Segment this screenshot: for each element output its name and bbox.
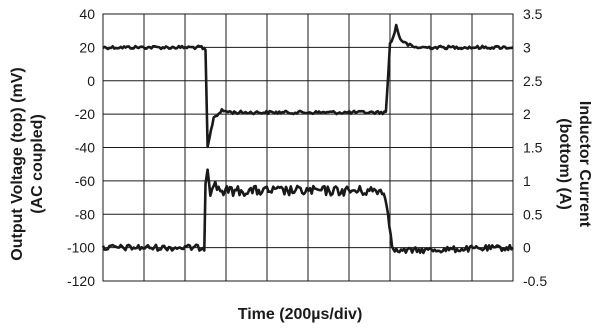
right-tick-label: 2 (523, 106, 531, 122)
left-axis-ticks: 40 20 0 -20 -40 -60 -80 -100 -120 (67, 6, 95, 289)
right-tick-label: 0 (523, 240, 531, 256)
right-tick-label: 3 (523, 39, 531, 55)
right-tick-label: 0.5 (523, 206, 543, 222)
right-tick-label: 2.5 (523, 73, 543, 89)
left-tick-label: -120 (67, 273, 95, 289)
right-tick-label: 1 (523, 173, 531, 189)
left-axis-title-line-1: Output Voltage (top) (mV) (9, 67, 26, 260)
left-tick-label: 20 (79, 39, 95, 55)
right-tick-label: 3.5 (523, 6, 543, 22)
left-axis-title: Output Voltage (top) (mV) (AC coupled) (9, 67, 46, 260)
output-voltage-trace (102, 23, 514, 149)
right-axis-ticks: 3.5 3 2.5 2 1.5 1 0.5 0 -0.5 (523, 6, 547, 289)
x-axis-title: Time (200µs/div) (238, 306, 363, 323)
left-tick-label: -80 (75, 206, 95, 222)
right-axis-title: Inductor Current (bottom) (A) (556, 101, 593, 228)
left-tick-label: -100 (67, 240, 95, 256)
right-tick-label: -0.5 (523, 273, 547, 289)
left-tick-label: 0 (87, 73, 95, 89)
left-axis-title-line-2: (AC coupled) (29, 114, 46, 214)
series-group (101, 23, 514, 255)
right-axis-title-line-1: Inductor Current (576, 101, 593, 228)
left-tick-label: -20 (75, 106, 95, 122)
left-tick-label: -40 (75, 140, 95, 156)
right-axis-title-line-2: (bottom) (A) (556, 118, 573, 210)
right-tick-label: 1.5 (523, 140, 543, 156)
grid (102, 13, 514, 282)
left-tick-label: -60 (75, 173, 95, 189)
inductor-current-trace (101, 168, 514, 255)
left-tick-label: 40 (79, 6, 95, 22)
